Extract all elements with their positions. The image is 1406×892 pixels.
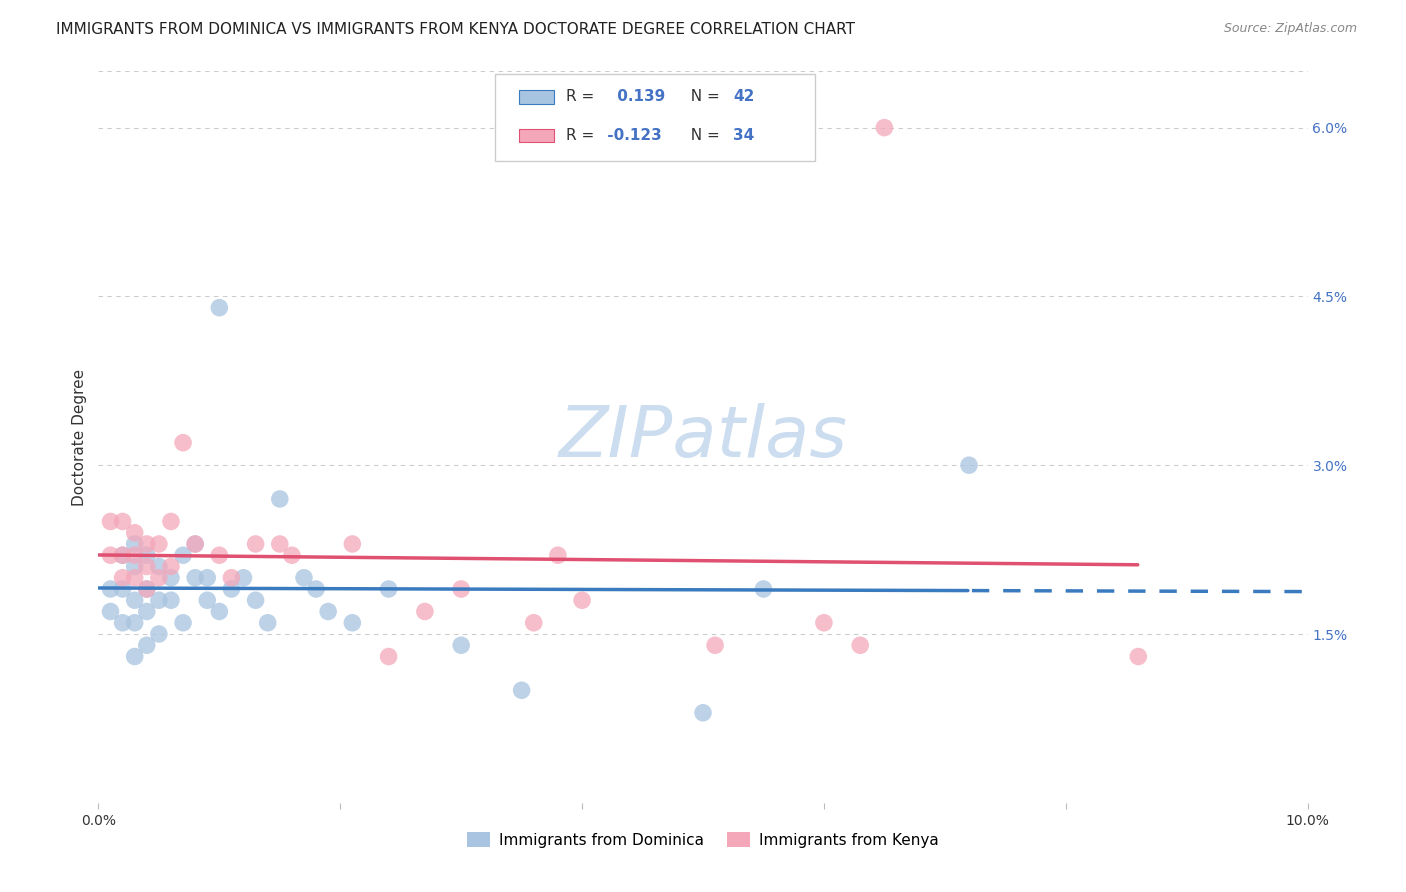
Point xyxy=(160,593,183,607)
Point xyxy=(547,548,569,562)
Text: -0.123: -0.123 xyxy=(602,128,662,144)
Point xyxy=(377,649,399,664)
Point xyxy=(1128,649,1150,664)
Text: N =: N = xyxy=(681,128,724,144)
Point xyxy=(342,615,364,630)
Point xyxy=(704,638,727,652)
Point xyxy=(208,548,231,562)
Point xyxy=(148,559,170,574)
Point xyxy=(135,559,157,574)
Point xyxy=(135,605,157,619)
Point xyxy=(124,649,146,664)
Point xyxy=(281,548,304,562)
Point xyxy=(450,638,472,652)
Text: Source: ZipAtlas.com: Source: ZipAtlas.com xyxy=(1223,22,1357,36)
Point xyxy=(148,537,170,551)
Point xyxy=(100,582,122,596)
Point xyxy=(184,571,207,585)
Point xyxy=(124,593,146,607)
Text: 42: 42 xyxy=(733,89,755,104)
Point xyxy=(184,537,207,551)
Point xyxy=(245,537,267,551)
Point xyxy=(232,571,254,585)
Point xyxy=(813,615,835,630)
Point xyxy=(124,559,146,574)
Point xyxy=(195,571,218,585)
Point xyxy=(148,571,170,585)
Text: 0.139: 0.139 xyxy=(612,89,665,104)
Point xyxy=(957,458,980,473)
Point xyxy=(124,548,146,562)
Point xyxy=(413,605,436,619)
Point xyxy=(510,683,533,698)
Point xyxy=(160,571,183,585)
Point xyxy=(124,615,146,630)
Point xyxy=(124,537,146,551)
Point xyxy=(135,582,157,596)
Point xyxy=(305,582,328,596)
Point xyxy=(111,615,134,630)
Point xyxy=(100,605,122,619)
Point xyxy=(111,515,134,529)
Point xyxy=(873,120,896,135)
Point xyxy=(172,435,194,450)
Text: R =: R = xyxy=(567,89,605,104)
Point xyxy=(195,593,218,607)
Point xyxy=(752,582,775,596)
Point xyxy=(256,615,278,630)
Point xyxy=(124,525,146,540)
Point xyxy=(571,593,593,607)
Point xyxy=(316,605,339,619)
Point xyxy=(111,582,134,596)
Legend: Immigrants from Dominica, Immigrants from Kenya: Immigrants from Dominica, Immigrants fro… xyxy=(461,825,945,854)
Point xyxy=(377,582,399,596)
Point xyxy=(269,491,291,506)
Y-axis label: Doctorate Degree: Doctorate Degree xyxy=(72,368,87,506)
Text: ZIPatlas: ZIPatlas xyxy=(558,402,848,472)
Point xyxy=(172,615,194,630)
Point xyxy=(100,548,122,562)
Point xyxy=(245,593,267,607)
Point xyxy=(849,638,872,652)
Point xyxy=(111,548,134,562)
Point xyxy=(135,537,157,551)
Point xyxy=(692,706,714,720)
Text: IMMIGRANTS FROM DOMINICA VS IMMIGRANTS FROM KENYA DOCTORATE DEGREE CORRELATION C: IMMIGRANTS FROM DOMINICA VS IMMIGRANTS F… xyxy=(56,22,855,37)
Point xyxy=(111,548,134,562)
Point xyxy=(450,582,472,596)
Point xyxy=(269,537,291,551)
Point xyxy=(172,548,194,562)
Point xyxy=(135,582,157,596)
Point xyxy=(160,515,183,529)
FancyBboxPatch shape xyxy=(495,74,815,161)
Point xyxy=(111,571,134,585)
Point xyxy=(523,615,546,630)
Point xyxy=(100,515,122,529)
Point xyxy=(160,559,183,574)
Point xyxy=(221,582,243,596)
Point xyxy=(135,638,157,652)
Point xyxy=(135,548,157,562)
Point xyxy=(184,537,207,551)
Point xyxy=(292,571,315,585)
Text: R =: R = xyxy=(567,128,595,144)
Point xyxy=(208,301,231,315)
Text: N =: N = xyxy=(681,89,724,104)
Point xyxy=(124,571,146,585)
Point xyxy=(221,571,243,585)
Point xyxy=(342,537,364,551)
Text: 34: 34 xyxy=(733,128,754,144)
Point xyxy=(148,627,170,641)
FancyBboxPatch shape xyxy=(519,90,554,103)
FancyBboxPatch shape xyxy=(519,129,554,143)
Point xyxy=(208,605,231,619)
Point xyxy=(148,593,170,607)
